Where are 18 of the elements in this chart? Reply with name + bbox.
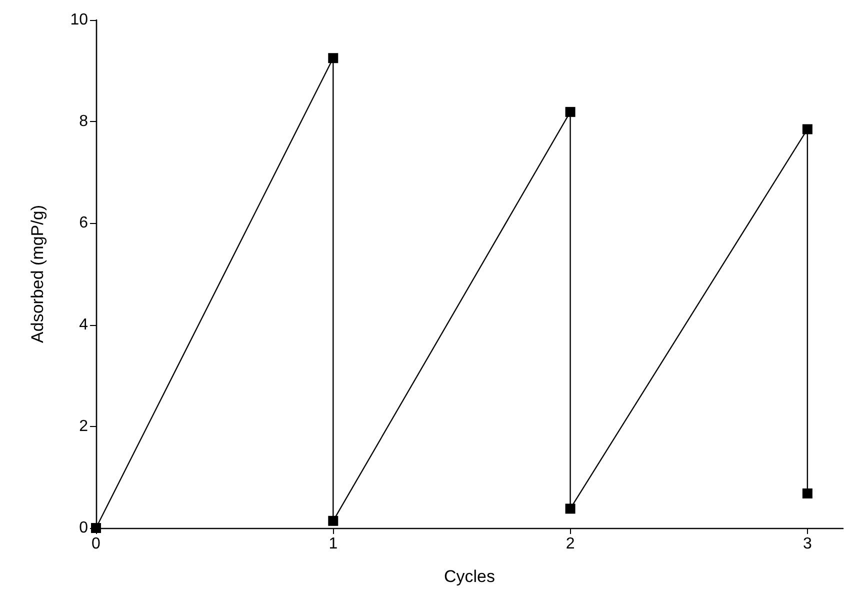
- x-axis-title: Cycles: [444, 567, 496, 586]
- x-tick-label: 1: [328, 536, 338, 552]
- point: [802, 124, 812, 134]
- x-tick-label: 3: [802, 536, 812, 552]
- y-tick-label: 10: [70, 12, 88, 28]
- point: [328, 516, 338, 526]
- y-tick-label: 6: [79, 214, 88, 232]
- x-tick-label: 2: [566, 536, 575, 552]
- point: [802, 488, 812, 498]
- y-tick-label: 0: [79, 520, 88, 536]
- point: [328, 53, 338, 64]
- y-axis-title: Adsorbed (mgP/g): [28, 205, 47, 343]
- y-tick-label: 2: [79, 418, 88, 435]
- y-tick-label: 8: [79, 113, 88, 130]
- point: [565, 106, 576, 117]
- point: [565, 504, 576, 514]
- x-tick-label: 0: [92, 536, 101, 552]
- y-tick-label: 4: [79, 316, 88, 334]
